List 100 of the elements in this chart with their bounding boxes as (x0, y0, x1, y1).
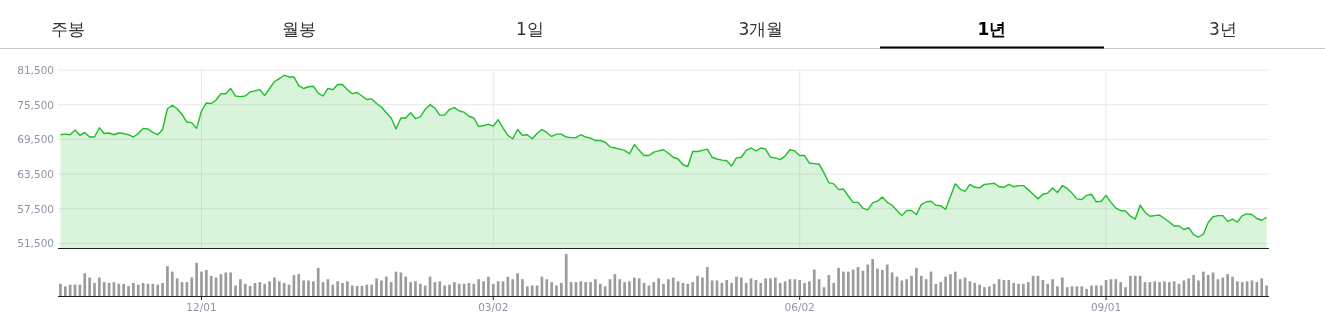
bar (900, 280, 904, 296)
bar (560, 282, 563, 296)
y-tick-label: 75,500 (17, 98, 54, 111)
bar (200, 271, 203, 296)
text: 월봉 (282, 19, 316, 39)
bar (127, 285, 130, 296)
bar (876, 268, 879, 296)
bar (1172, 281, 1176, 296)
bar (375, 278, 378, 296)
bar (346, 281, 349, 296)
bar (1095, 285, 1098, 296)
text: 3개월 (738, 19, 784, 39)
text: 1일 (516, 19, 544, 39)
bar (628, 281, 631, 296)
bar (1007, 280, 1011, 296)
bar (919, 275, 923, 296)
bar (594, 279, 597, 296)
bar (234, 285, 237, 296)
bar (637, 278, 641, 296)
bar (769, 278, 772, 296)
bar (589, 282, 592, 296)
bar (448, 284, 451, 296)
bar (122, 283, 125, 296)
y-tick-label: 57,500 (17, 202, 54, 215)
bar (632, 277, 636, 296)
bar (579, 281, 583, 296)
bar (598, 283, 602, 296)
bar (555, 285, 558, 296)
bar (1114, 279, 1118, 296)
bar (978, 284, 981, 296)
bar (662, 283, 665, 296)
bar (297, 274, 301, 296)
bar (691, 282, 695, 296)
y-tick-label: 69,500 (17, 133, 54, 146)
text: 3년 (1209, 19, 1237, 39)
bar (525, 286, 529, 296)
bar (1240, 282, 1244, 296)
bar (350, 285, 354, 296)
bar (730, 282, 733, 296)
bar (443, 285, 446, 296)
bar (1090, 285, 1093, 296)
bar (307, 280, 310, 296)
bar (190, 277, 194, 296)
bar (1260, 278, 1264, 296)
bar (808, 281, 811, 296)
bar (472, 283, 476, 296)
bar (939, 282, 943, 296)
bar (404, 276, 408, 296)
bar (618, 279, 622, 296)
bar (744, 282, 748, 296)
bar (1221, 277, 1225, 296)
bar (832, 282, 836, 296)
bar (409, 282, 412, 296)
bar (311, 281, 315, 296)
bar (93, 282, 96, 296)
bar (735, 276, 738, 296)
bar (652, 282, 656, 296)
bar (423, 285, 427, 296)
bar (83, 273, 87, 296)
bar (511, 279, 515, 296)
bar (1017, 283, 1020, 296)
bar (341, 282, 344, 296)
bar (1187, 278, 1191, 296)
bar (229, 272, 232, 296)
bar (915, 267, 918, 296)
bar (812, 269, 816, 296)
bar (764, 278, 767, 296)
bar (380, 280, 383, 296)
bar (166, 266, 169, 296)
bar (418, 283, 422, 296)
bar (384, 276, 388, 296)
y-tick-label: 63,500 (17, 168, 54, 181)
bar (1202, 271, 1205, 296)
bar (491, 283, 495, 296)
bar (953, 271, 957, 296)
bar (205, 269, 208, 296)
bar (881, 269, 884, 296)
bar (59, 283, 62, 296)
bar (98, 277, 101, 296)
bar (798, 280, 802, 296)
bar (239, 279, 242, 296)
bar (457, 283, 461, 296)
bar (156, 284, 160, 296)
bar (667, 279, 670, 296)
bar (1167, 282, 1171, 296)
bar (370, 284, 374, 296)
bar (521, 279, 524, 296)
x-tick-label: 06/02 (784, 301, 815, 313)
bar (1206, 275, 1210, 296)
bar (482, 281, 485, 296)
bar (905, 279, 909, 296)
bar (1265, 285, 1268, 296)
bar (209, 275, 213, 296)
bar (1012, 282, 1015, 296)
bar (102, 282, 106, 296)
bar (696, 275, 699, 296)
bar (1026, 282, 1030, 296)
y-tick-label: 51,500 (17, 237, 54, 250)
bar (530, 285, 534, 296)
bar (438, 281, 442, 296)
